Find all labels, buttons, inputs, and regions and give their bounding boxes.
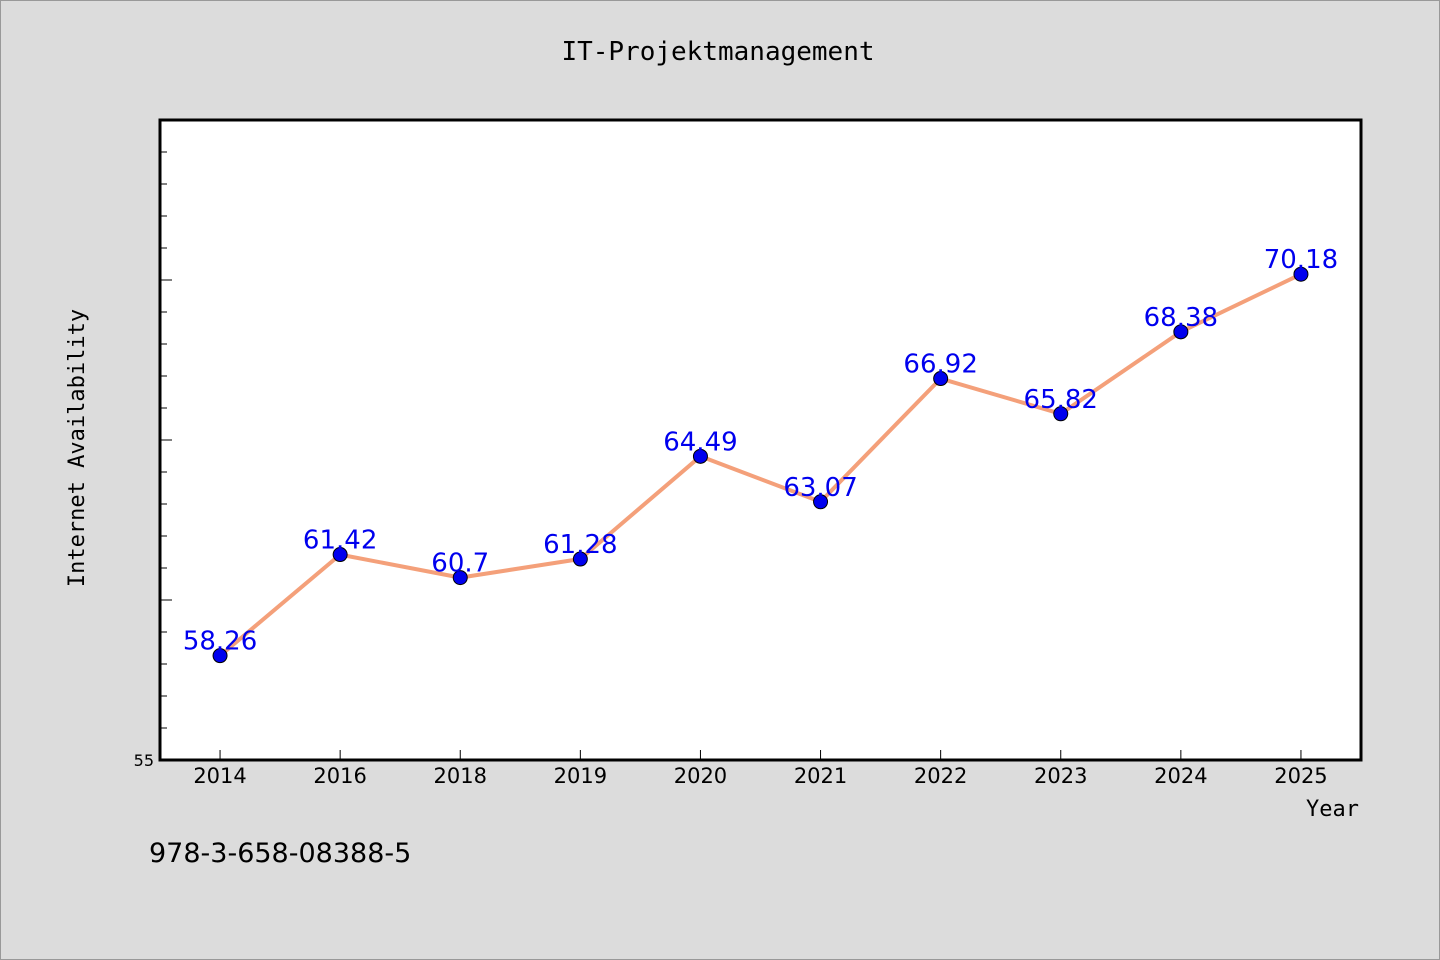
x-tick-label: 2019 — [554, 764, 607, 788]
plot-area — [160, 120, 1361, 760]
x-tick-label: 2018 — [434, 764, 487, 788]
data-point-marker — [1293, 266, 1309, 282]
series-line — [218, 272, 1302, 658]
data-point-label: 64.49 — [663, 427, 737, 457]
data-point-marker — [1173, 324, 1189, 340]
data-point-label: 68.38 — [1144, 303, 1218, 333]
x-tick-label: 2021 — [794, 764, 847, 788]
x-tick-label: 2023 — [1034, 764, 1087, 788]
data-point-marker — [572, 551, 588, 567]
data-point-label: 58.26 — [183, 627, 257, 657]
data-point-marker — [452, 570, 468, 586]
x-tick-label: 2022 — [914, 764, 967, 788]
x-tick-label: 2024 — [1154, 764, 1207, 788]
isbn-footer: 978-3-658-08388-5 — [149, 838, 411, 869]
data-markers — [212, 266, 1309, 664]
data-point-marker — [933, 371, 949, 387]
data-point-marker — [692, 448, 708, 464]
data-point-label: 70.18 — [1264, 245, 1338, 275]
data-point-label: 60.7 — [431, 549, 489, 579]
x-tick-label: 2025 — [1274, 764, 1327, 788]
data-point-marker — [1053, 406, 1069, 422]
data-point-label: 61.28 — [543, 530, 617, 560]
x-axis-ticks: 2014 2016 2018 2019 2020 2021 2022 2023 2024 2025 — [193, 750, 1328, 788]
data-point-label: 61.42 — [303, 526, 377, 556]
x-tick-label: 2016 — [313, 764, 366, 788]
data-point-marker — [813, 494, 829, 510]
y-tick-label: 55 — [134, 751, 154, 770]
chart-title: IT-Projektmanagement — [561, 37, 874, 67]
data-point-label: 65.82 — [1024, 385, 1098, 415]
data-labels: 58.26 61.42 60.7 61.28 64.49 63.07 66.92 65.82 6… — [183, 245, 1338, 656]
x-tick-label: 2014 — [193, 764, 246, 788]
x-tick-label: 2020 — [674, 764, 727, 788]
data-point-label: 66.92 — [903, 350, 977, 380]
y-axis-label: Internet Availability — [65, 309, 90, 587]
data-point-label: 63.07 — [783, 473, 857, 503]
x-axis-label: Year — [1306, 797, 1359, 822]
data-point-marker — [212, 648, 228, 664]
plot-border — [158, 118, 1363, 762]
data-point-marker — [332, 547, 348, 563]
